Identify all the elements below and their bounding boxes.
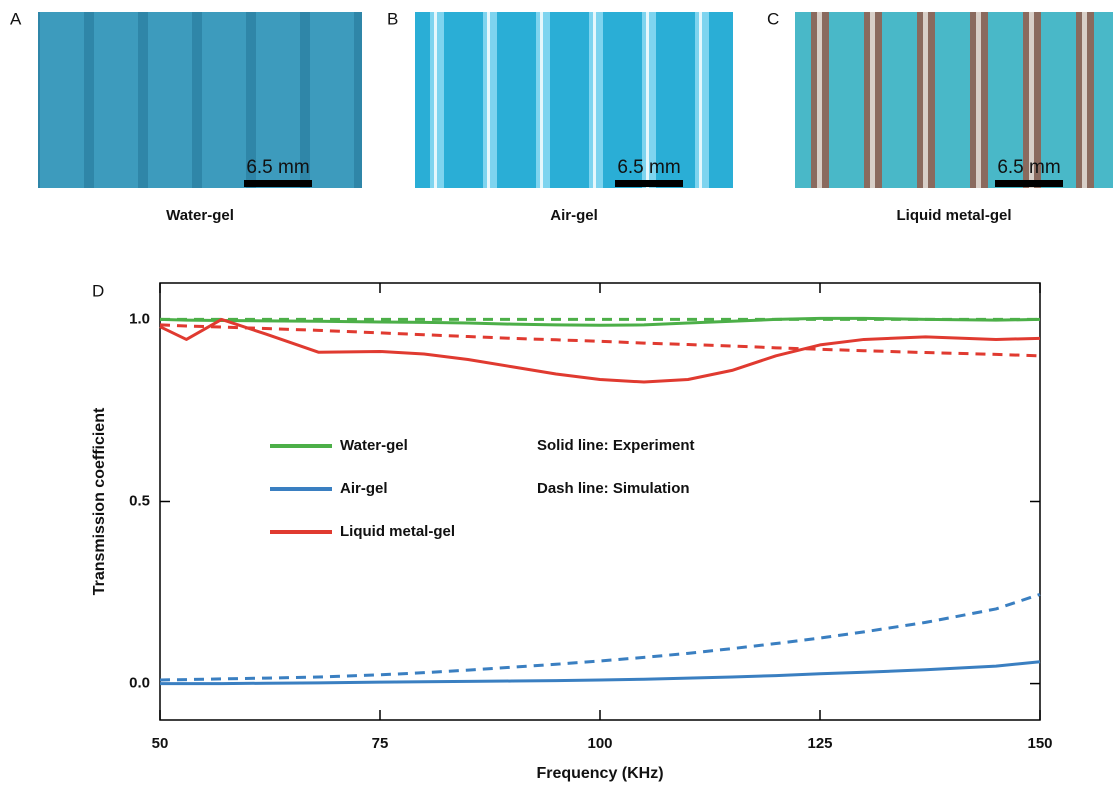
annotation: Dash line: Simulation — [537, 480, 690, 497]
scale-bar — [615, 180, 683, 187]
x-tick-label: 75 — [372, 735, 389, 752]
panel-label: B — [387, 9, 398, 28]
photo — [415, 12, 733, 188]
x-tick-label: 150 — [1027, 735, 1052, 752]
scale-bar — [244, 180, 312, 187]
caption: Liquid metal-gel — [896, 207, 1011, 224]
panel-label: C — [767, 9, 779, 28]
photo — [38, 12, 362, 188]
experiment-line — [159, 317, 1041, 384]
scale-text: 6.5 mm — [246, 157, 309, 178]
simulation-line — [159, 323, 1041, 358]
y-axis-label: Transmission coefficient — [91, 407, 108, 595]
experiment-line — [160, 660, 1041, 686]
panel-label: D — [92, 281, 104, 300]
plot-frame — [159, 282, 1041, 721]
x-tick-label: 125 — [807, 735, 832, 752]
x-tick-label: 50 — [152, 735, 169, 752]
simulation-line — [159, 592, 1041, 682]
annotation: Solid line: Experiment — [537, 437, 695, 454]
legend-label: Water-gel — [340, 437, 408, 454]
x-axis-label: Frequency (KHz) — [536, 765, 663, 782]
x-tick-label: 100 — [587, 735, 612, 752]
photo — [795, 12, 1113, 188]
legend-label: Air-gel — [340, 480, 388, 497]
scale-bar — [995, 180, 1063, 187]
caption: Air-gel — [550, 207, 598, 224]
scale-text: 6.5 mm — [617, 157, 680, 178]
panel-label: A — [10, 9, 22, 28]
legend-label: Liquid metal-gel — [340, 523, 455, 540]
y-tick-label: 0.0 — [129, 675, 150, 692]
y-tick-label: 0.5 — [129, 492, 150, 509]
y-tick-label: 1.0 — [129, 310, 150, 327]
scale-text: 6.5 mm — [997, 157, 1060, 178]
experiment-line — [159, 316, 1041, 327]
caption: Water-gel — [166, 207, 234, 224]
